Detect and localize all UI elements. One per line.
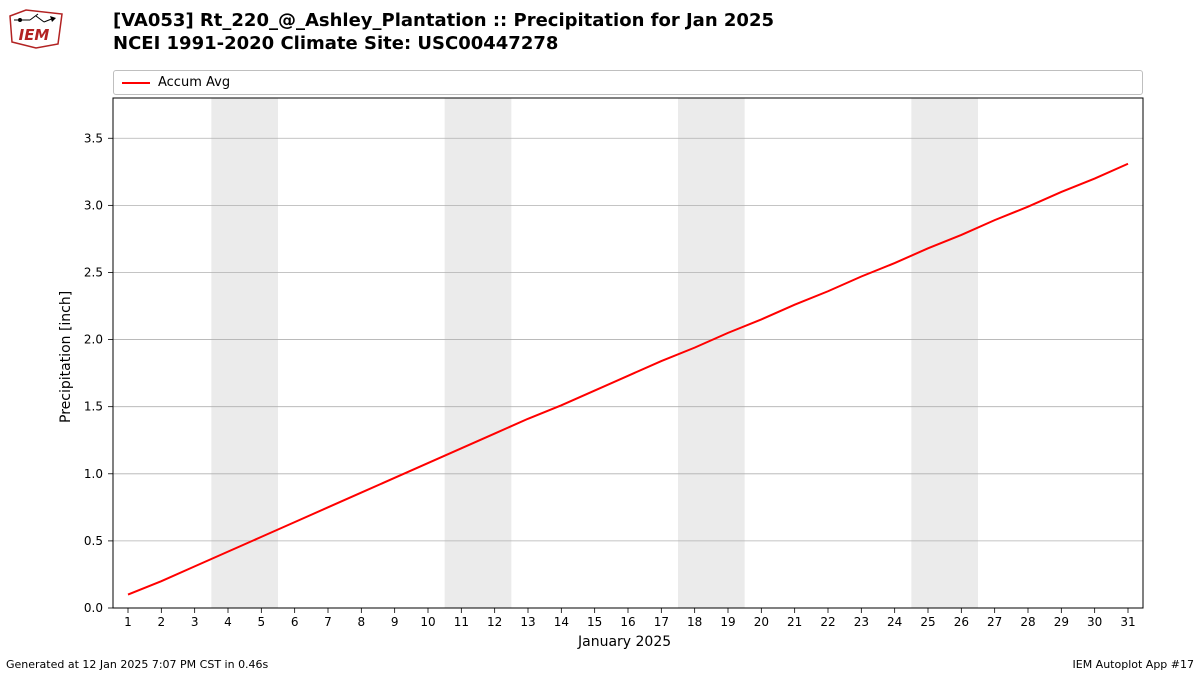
x-tick-label: 28 xyxy=(1020,615,1035,629)
footer-app-text: IEM Autoplot App #17 xyxy=(1073,658,1195,671)
weekend-band xyxy=(211,98,278,608)
x-tick-label: 4 xyxy=(224,615,232,629)
x-tick-label: 23 xyxy=(854,615,869,629)
x-tick-label: 6 xyxy=(291,615,299,629)
x-tick-label: 2 xyxy=(158,615,166,629)
x-tick-label: 7 xyxy=(324,615,332,629)
x-tick-label: 25 xyxy=(920,615,935,629)
x-tick-label: 14 xyxy=(554,615,569,629)
x-tick-label: 24 xyxy=(887,615,902,629)
x-axis-label: January 2025 xyxy=(578,634,671,650)
x-tick-label: 31 xyxy=(1120,615,1135,629)
footer-generated-text: Generated at 12 Jan 2025 7:07 PM CST in … xyxy=(6,658,268,671)
y-tick-label: 3.0 xyxy=(84,198,103,212)
y-tick-label: 2.5 xyxy=(84,265,103,279)
x-tick-label: 15 xyxy=(587,615,602,629)
weekend-band xyxy=(911,98,978,608)
x-tick-label: 22 xyxy=(820,615,835,629)
x-tick-label: 11 xyxy=(454,615,469,629)
x-tick-label: 12 xyxy=(487,615,502,629)
x-tick-label: 1 xyxy=(124,615,132,629)
x-tick-label: 29 xyxy=(1054,615,1069,629)
y-tick-label: 2.0 xyxy=(84,333,103,347)
x-tick-label: 18 xyxy=(687,615,702,629)
x-tick-label: 8 xyxy=(358,615,366,629)
y-tick-label: 1.0 xyxy=(84,467,103,481)
x-tick-label: 9 xyxy=(391,615,399,629)
x-tick-label: 3 xyxy=(191,615,199,629)
y-axis-label: Precipitation [inch] xyxy=(58,291,74,423)
x-tick-label: 10 xyxy=(420,615,435,629)
x-tick-label: 5 xyxy=(258,615,266,629)
x-tick-label: 19 xyxy=(720,615,735,629)
x-tick-label: 26 xyxy=(954,615,969,629)
y-tick-label: 0.5 xyxy=(84,534,103,548)
x-tick-label: 20 xyxy=(754,615,769,629)
y-tick-label: 0.0 xyxy=(84,601,103,615)
y-tick-label: 3.5 xyxy=(84,131,103,145)
weekend-band xyxy=(445,98,512,608)
weekend-band xyxy=(678,98,745,608)
x-tick-label: 16 xyxy=(620,615,635,629)
x-tick-label: 13 xyxy=(520,615,535,629)
x-tick-label: 30 xyxy=(1087,615,1102,629)
x-tick-label: 27 xyxy=(987,615,1002,629)
y-tick-label: 1.5 xyxy=(84,400,103,414)
x-tick-label: 21 xyxy=(787,615,802,629)
chart-svg: 1234567891011121314151617181920212223242… xyxy=(0,0,1200,675)
x-tick-label: 17 xyxy=(654,615,669,629)
